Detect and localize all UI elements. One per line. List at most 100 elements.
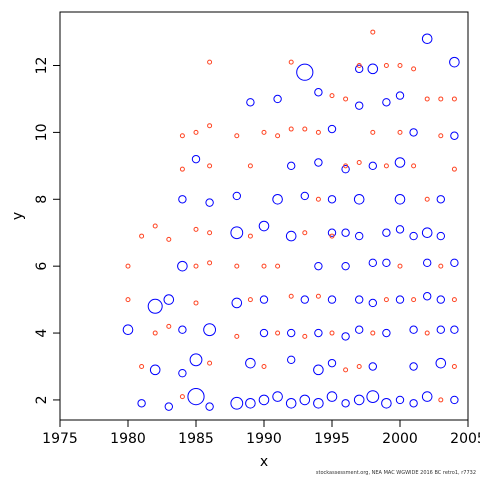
blue-bubble <box>230 396 244 410</box>
red-bubble <box>247 297 253 303</box>
red-bubble <box>370 129 376 135</box>
blue-bubble <box>272 193 283 205</box>
blue-bubble <box>353 193 365 205</box>
y-axis-title: y <box>10 212 26 220</box>
blue-bubble <box>421 391 433 402</box>
blue-bubble <box>285 397 297 409</box>
y-axis: 2 4 6 8 10 12 <box>34 57 60 404</box>
blue-bubble <box>421 227 433 239</box>
blue-bubble <box>178 195 187 204</box>
red-bubble <box>261 363 267 369</box>
blue-bubble <box>326 391 338 402</box>
red-bubble <box>207 123 213 129</box>
blue-bubble <box>449 56 460 68</box>
blue-bubble <box>287 161 296 171</box>
red-bubble <box>397 129 403 135</box>
blue-bubble <box>450 325 459 334</box>
red-bubble <box>329 93 335 99</box>
blue-bubble <box>163 294 175 305</box>
red-bubble <box>152 223 158 229</box>
blue-bubble <box>296 63 314 81</box>
red-bubble <box>234 133 240 139</box>
x-tick-label: 1975 <box>42 431 78 447</box>
red-bubble <box>179 133 185 139</box>
blue-bubble <box>382 228 391 237</box>
blue-bubble <box>450 258 459 268</box>
blue-bubble <box>355 231 364 241</box>
x-tick-label: 1980 <box>110 431 146 447</box>
blue-bubble <box>205 402 214 411</box>
red-bubble <box>139 233 145 239</box>
blue-bubble <box>327 228 337 237</box>
blue-bubble <box>341 261 350 271</box>
red-bubble <box>125 263 131 269</box>
blue-bubble <box>409 231 418 241</box>
blue-bubble <box>246 98 255 107</box>
blue-bubble <box>341 332 350 341</box>
blue-bubble <box>245 397 256 409</box>
red-bubble <box>166 236 172 242</box>
red-bubble <box>275 263 281 269</box>
red-bubble <box>343 96 349 102</box>
blue-bubble <box>147 298 163 314</box>
red-bubble <box>356 159 362 165</box>
x-tick-label: 1995 <box>314 431 350 447</box>
blue-bubble <box>327 195 337 204</box>
blue-bubble <box>368 258 377 268</box>
blue-bubble <box>394 157 406 168</box>
red-bubble <box>370 29 376 35</box>
red-bubble <box>207 230 213 236</box>
red-bubble <box>451 363 457 369</box>
red-bubble <box>343 367 349 373</box>
blue-bubble <box>149 364 161 376</box>
plot-frame <box>59 11 469 421</box>
red-bubble <box>397 263 403 269</box>
blue-bubble <box>314 88 323 97</box>
red-bubble <box>383 63 389 69</box>
blue-bubble <box>355 64 364 74</box>
red-bubble <box>302 230 308 236</box>
red-bubble <box>247 163 253 169</box>
red-bubble <box>451 96 457 102</box>
blue-bubble <box>450 131 459 140</box>
red-bubble <box>302 333 308 339</box>
blue-bubble <box>314 261 323 271</box>
blue-bubble <box>299 394 311 406</box>
blue-bubble <box>287 328 296 338</box>
blue-bubble <box>230 226 244 240</box>
red-bubble <box>275 133 281 139</box>
y-tick-label: 6 <box>34 262 50 271</box>
red-bubble <box>438 96 444 102</box>
blue-bubble <box>409 128 418 137</box>
blue-bubble <box>231 297 243 309</box>
blue-bubble <box>382 98 391 107</box>
blue-bubble <box>273 94 282 104</box>
red-bubble <box>166 323 172 329</box>
footer-caption: stockassessment.org, NEA MAC WGWIDE 2016… <box>315 470 476 476</box>
red-bubble <box>411 163 417 169</box>
red-bubble <box>411 297 417 303</box>
red-bubble <box>193 263 199 269</box>
blue-bubble <box>203 323 217 337</box>
blue-bubble <box>395 91 405 100</box>
x-tick-label: 2000 <box>382 431 418 447</box>
red-bubble <box>451 166 457 172</box>
blue-bubble <box>382 258 391 268</box>
blue-bubble <box>187 387 205 406</box>
blue-bubble <box>355 325 364 334</box>
red-bubble <box>179 394 185 400</box>
blue-bubble <box>450 395 459 405</box>
blue-bubble <box>300 295 309 304</box>
blue-bubble <box>395 225 405 234</box>
red-bubble <box>207 163 213 169</box>
red-bubble <box>424 330 430 336</box>
red-bubble <box>383 163 389 169</box>
blue-bubble <box>341 228 350 237</box>
blue-bubble <box>164 402 174 411</box>
red-bubble <box>247 233 253 239</box>
blue-bubble <box>382 328 391 338</box>
blue-bubble <box>421 33 433 45</box>
blue-bubble <box>300 191 309 201</box>
